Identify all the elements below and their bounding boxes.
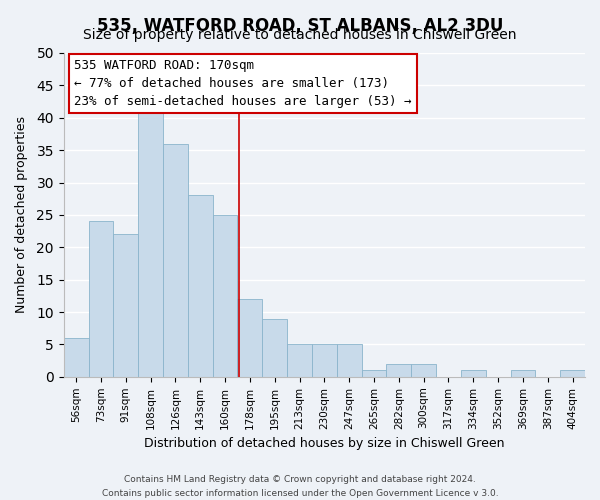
Text: 535 WATFORD ROAD: 170sqm
← 77% of detached houses are smaller (173)
23% of semi-: 535 WATFORD ROAD: 170sqm ← 77% of detach…: [74, 60, 412, 108]
Bar: [461, 370, 486, 377]
Bar: [511, 370, 535, 377]
Bar: [64, 338, 89, 377]
Bar: [138, 105, 163, 377]
Bar: [411, 364, 436, 377]
Bar: [113, 234, 138, 377]
Bar: [238, 299, 262, 377]
Bar: [312, 344, 337, 377]
Y-axis label: Number of detached properties: Number of detached properties: [15, 116, 28, 314]
Bar: [262, 318, 287, 377]
Bar: [560, 370, 585, 377]
Text: Size of property relative to detached houses in Chiswell Green: Size of property relative to detached ho…: [83, 28, 517, 42]
Bar: [212, 215, 238, 377]
Bar: [362, 370, 386, 377]
Text: 535, WATFORD ROAD, ST ALBANS, AL2 3DU: 535, WATFORD ROAD, ST ALBANS, AL2 3DU: [97, 18, 503, 36]
Bar: [337, 344, 362, 377]
Bar: [188, 196, 212, 377]
X-axis label: Distribution of detached houses by size in Chiswell Green: Distribution of detached houses by size …: [144, 437, 505, 450]
Bar: [89, 222, 113, 377]
Text: Contains HM Land Registry data © Crown copyright and database right 2024.
Contai: Contains HM Land Registry data © Crown c…: [101, 476, 499, 498]
Bar: [287, 344, 312, 377]
Bar: [386, 364, 411, 377]
Bar: [163, 144, 188, 377]
